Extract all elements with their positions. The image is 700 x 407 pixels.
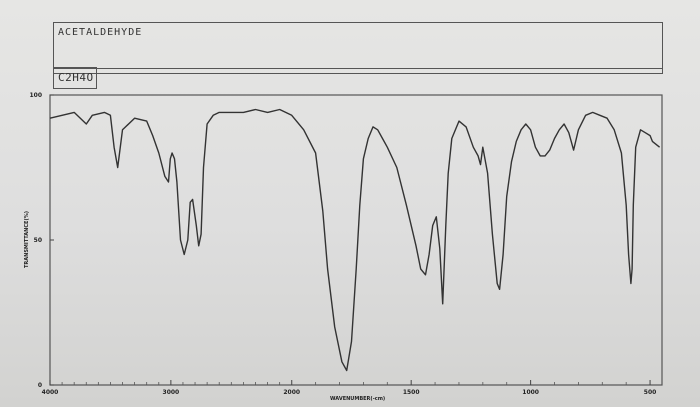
y-axis-label: TRANSMITTANCE(%) [24,211,30,268]
x-tick-label: 500 [644,389,657,396]
x-tick-group: 4000 3000 2000 1500 1000 500 [42,380,657,396]
y-tick-label: 0 [38,382,42,389]
x-tick-label: 4000 [42,389,59,396]
header-divider [54,68,662,69]
formula-text: C2H4O [58,71,94,84]
x-tick-label: 1000 [522,389,539,396]
x-tick-label: 3000 [163,389,180,396]
x-axis-label: WAVENUMBER(-cm) [330,396,385,402]
y-tick-group: 0 50 100 [29,92,54,389]
y-tick-label: 50 [34,237,42,244]
transmittance-trace [49,108,661,372]
compound-name: ACETALDEHYDE [58,27,143,38]
header-box: ACETALDEHYDE [53,22,663,74]
x-tick-label: 1500 [403,389,420,396]
molecular-formula: C2H4O [58,71,94,84]
y-tick-label: 100 [29,92,42,99]
formula-box: C2H4O [53,67,97,89]
x-tick-label: 2000 [283,389,300,396]
